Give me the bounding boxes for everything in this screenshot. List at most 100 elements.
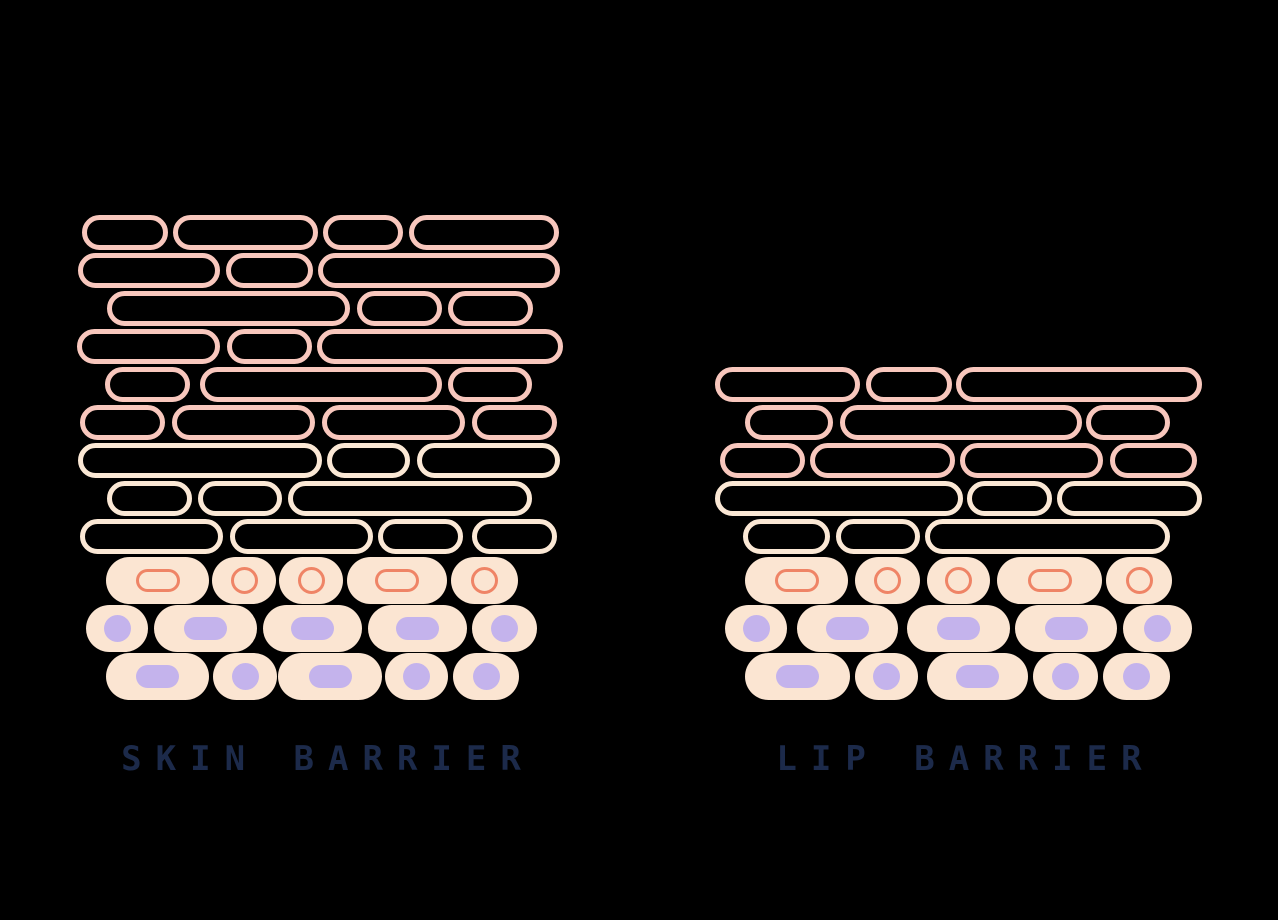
granular-cell	[279, 557, 343, 604]
nucleus-icon	[291, 617, 334, 640]
nucleus-outline-icon	[874, 567, 901, 594]
corneocyte-pill	[409, 215, 559, 250]
basal-cell	[1103, 653, 1170, 700]
corneocyte-pill	[107, 481, 192, 516]
corneocyte-pill	[836, 519, 920, 554]
corneocyte-pill	[840, 405, 1082, 440]
corneocyte-pill	[82, 215, 168, 250]
corneocyte-pill	[378, 519, 463, 554]
granular-cell	[745, 557, 848, 604]
corneocyte-pill	[78, 253, 220, 288]
corneocyte-pill	[925, 519, 1170, 554]
granular-cell	[1106, 557, 1172, 604]
corneocyte-pill	[327, 443, 410, 478]
corneocyte-pill	[448, 367, 532, 402]
nucleus-icon	[826, 617, 869, 640]
granular-cell	[927, 557, 990, 604]
corneocyte-pill	[77, 329, 220, 364]
basal-cell	[725, 605, 787, 652]
nucleus-icon	[937, 617, 980, 640]
basal-cell	[385, 653, 448, 700]
nucleus-icon	[308, 665, 352, 688]
corneocyte-pill	[417, 443, 560, 478]
nucleus-icon	[103, 615, 131, 642]
basal-cell	[154, 605, 257, 652]
corneocyte-pill	[1086, 405, 1170, 440]
corneocyte-pill	[317, 329, 563, 364]
nucleus-icon	[472, 663, 500, 690]
corneocyte-pill	[230, 519, 373, 554]
corneocyte-pill	[80, 405, 165, 440]
corneocyte-pill	[107, 291, 350, 326]
basal-cell	[453, 653, 519, 700]
corneocyte-pill	[200, 367, 442, 402]
nucleus-outline-icon	[135, 569, 180, 592]
corneocyte-pill	[956, 367, 1202, 402]
granular-cell	[347, 557, 447, 604]
nucleus-icon	[1044, 617, 1088, 640]
nucleus-outline-icon	[774, 569, 819, 592]
nucleus-icon	[956, 665, 999, 688]
corneocyte-pill	[198, 481, 282, 516]
corneocyte-pill	[318, 253, 560, 288]
nucleus-icon	[1052, 663, 1079, 690]
nucleus-outline-icon	[471, 567, 498, 594]
nucleus-outline-icon	[375, 569, 419, 592]
nucleus-outline-icon	[945, 567, 972, 594]
lip-barrier-label: LIP BARRIER	[776, 739, 1156, 779]
corneocyte-pill	[226, 253, 313, 288]
corneocyte-pill	[172, 405, 315, 440]
granular-cell	[106, 557, 209, 604]
basal-cell	[855, 653, 918, 700]
nucleus-outline-icon	[1125, 567, 1153, 594]
nucleus-icon	[231, 663, 259, 690]
basal-cell	[927, 653, 1028, 700]
granular-cell	[997, 557, 1102, 604]
granular-cell	[451, 557, 518, 604]
corneocyte-pill	[173, 215, 318, 250]
basal-cell	[278, 653, 382, 700]
corneocyte-pill	[80, 519, 223, 554]
nucleus-icon	[1144, 615, 1171, 642]
corneocyte-pill	[78, 443, 322, 478]
skin-barrier-label: SKIN BARRIER	[121, 739, 535, 779]
nucleus-icon	[403, 663, 430, 690]
granular-cell	[212, 557, 276, 604]
corneocyte-pill	[1057, 481, 1202, 516]
corneocyte-pill	[105, 367, 190, 402]
basal-cell	[745, 653, 850, 700]
nucleus-icon	[491, 615, 518, 642]
corneocyte-pill	[1110, 443, 1197, 478]
nucleus-icon	[776, 665, 819, 688]
basal-cell	[368, 605, 467, 652]
corneocyte-pill	[967, 481, 1052, 516]
basal-cell	[213, 653, 277, 700]
corneocyte-pill	[322, 405, 465, 440]
corneocyte-pill	[288, 481, 532, 516]
basal-cell	[797, 605, 898, 652]
nucleus-icon	[136, 665, 179, 688]
corneocyte-pill	[472, 405, 557, 440]
corneocyte-pill	[472, 519, 557, 554]
corneocyte-pill	[743, 519, 830, 554]
basal-cell	[106, 653, 209, 700]
corneocyte-pill	[810, 443, 955, 478]
corneocyte-pill	[960, 443, 1103, 478]
nucleus-icon	[873, 663, 900, 690]
basal-cell	[263, 605, 362, 652]
nucleus-icon	[742, 615, 770, 642]
nucleus-outline-icon	[230, 567, 258, 594]
corneocyte-pill	[323, 215, 403, 250]
nucleus-icon	[184, 617, 227, 640]
corneocyte-pill	[715, 481, 963, 516]
basal-cell	[907, 605, 1010, 652]
corneocyte-pill	[715, 367, 860, 402]
corneocyte-pill	[866, 367, 952, 402]
nucleus-outline-icon	[1027, 569, 1072, 592]
corneocyte-pill	[720, 443, 805, 478]
basal-cell	[1123, 605, 1192, 652]
basal-cell	[1015, 605, 1117, 652]
